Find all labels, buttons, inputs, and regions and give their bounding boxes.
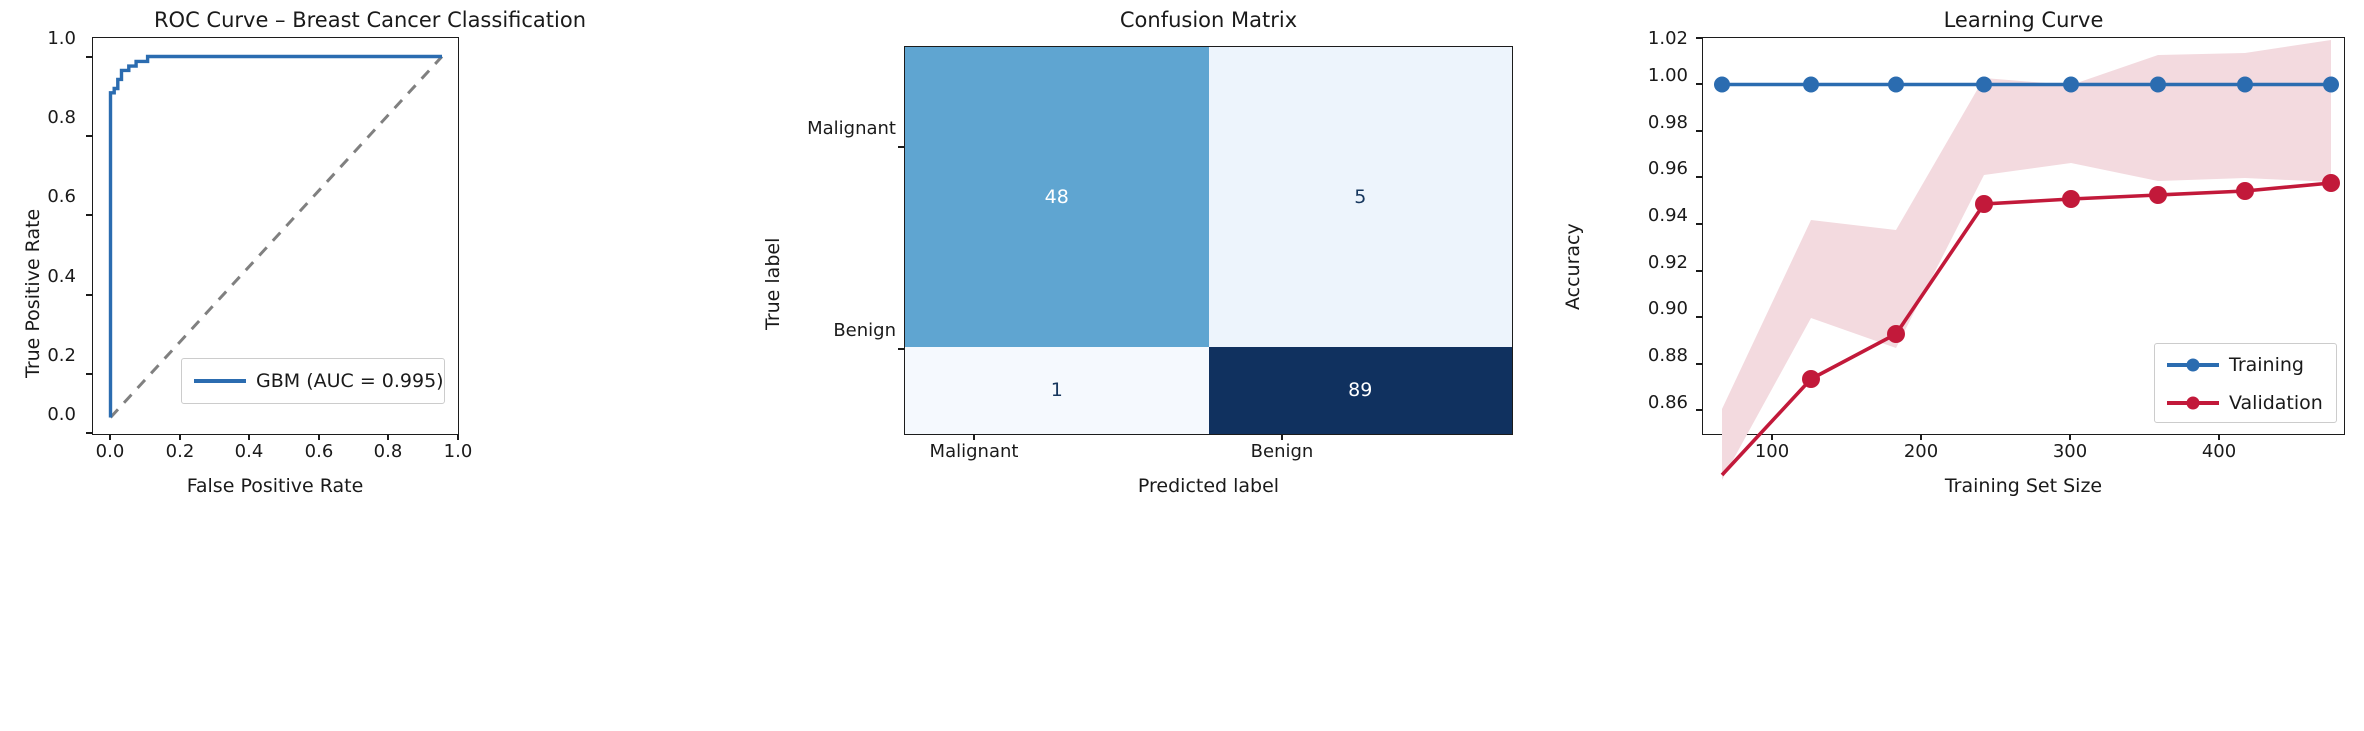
roc-ytick-3: 0.6 — [47, 186, 76, 207]
training-point — [1714, 76, 1730, 93]
roc-xtick-2: 0.2 — [165, 441, 195, 462]
learning-plot-svg — [1714, 40, 2340, 480]
roc-legend-label: GBM (AUC = 0.995) — [256, 370, 444, 392]
validation-point — [1887, 325, 1905, 343]
training-point — [2150, 76, 2166, 93]
confusion-cell-0-1[interactable]: 5 — [1208, 47, 1512, 347]
learning-legend[interactable]: Training Validation — [2154, 343, 2337, 423]
training-legend-swatch — [2167, 358, 2219, 372]
roc-x-axis-label: False Positive Rate — [186, 475, 364, 497]
learning-title: Learning Curve — [1943, 8, 2104, 32]
confusion-col-label-benign: Benign — [1250, 441, 1314, 462]
confusion-y-axis-label: True label — [762, 237, 784, 330]
learning-ytick-2: 1.00 — [1647, 65, 1688, 86]
confusion-cell-value-1-1: 89 — [1348, 379, 1373, 402]
learning-y-axis-label: Accuracy — [1562, 223, 1584, 310]
roc-xtick-4: 0.6 — [304, 441, 334, 462]
roc-plot-area: GBM (AUC = 0.995) — [92, 37, 459, 435]
roc-legend-line-swatch — [194, 379, 246, 383]
learning-ytick-7: 0.90 — [1647, 298, 1688, 319]
confusion-grid: 48 5 1 89 — [904, 46, 1513, 435]
validation-point — [1802, 370, 1820, 388]
learning-xtick-3: 300 — [2052, 441, 2088, 462]
learning-ytick-1: 1.02 — [1647, 28, 1688, 49]
validation-point — [2236, 182, 2254, 200]
confusion-col-label-malignant: Malignant — [929, 441, 1019, 462]
validation-confidence-band — [1722, 40, 2331, 480]
learning-ytick-9: 0.86 — [1647, 392, 1688, 413]
confusion-row-label-benign: Benign — [833, 320, 896, 341]
training-point — [2063, 76, 2079, 93]
roc-plot-svg — [108, 54, 444, 419]
roc-gbm-curve — [108, 54, 442, 418]
roc-xtick-3: 0.4 — [234, 441, 264, 462]
learning-ytick-8: 0.88 — [1647, 345, 1688, 366]
training-point — [1803, 76, 1819, 93]
validation-point — [2149, 186, 2167, 204]
learning-ytick-4: 0.96 — [1647, 158, 1688, 179]
training-legend-marker-icon — [2186, 358, 2200, 372]
confusion-cell-value-0-1: 5 — [1354, 185, 1367, 208]
training-point — [2237, 76, 2253, 93]
validation-point — [2322, 174, 2340, 192]
confusion-x-axis-label: Predicted label — [1137, 475, 1280, 497]
roc-ytick-6: 0.0 — [47, 404, 76, 425]
validation-legend-marker-icon — [2186, 396, 2200, 410]
training-point — [1888, 76, 1904, 93]
learning-curve-panel: Learning Curve Accuracy Training Set Siz… — [1540, 0, 2364, 731]
roc-xtick-5: 0.8 — [373, 441, 403, 462]
validation-point — [1975, 195, 1993, 213]
learning-x-axis-label: Training Set Size — [1944, 475, 2103, 497]
training-point — [1976, 76, 1992, 93]
roc-chance-diagonal — [109, 55, 444, 419]
confusion-cell-0-0[interactable]: 48 — [905, 47, 1209, 347]
roc-curve-panel: ROC Curve – Breast Cancer Classification… — [0, 0, 740, 731]
roc-ytick-5: 0.2 — [47, 345, 76, 366]
validation-line — [1720, 181, 2332, 477]
confusion-cell-1-0[interactable]: 1 — [905, 346, 1209, 434]
validation-legend-swatch — [2167, 396, 2219, 410]
roc-xtick-6: 1.0 — [443, 441, 473, 462]
confusion-title: Confusion Matrix — [1119, 8, 1298, 32]
roc-xtick-1: 0.0 — [95, 441, 125, 462]
learning-xtick-1: 100 — [1754, 441, 1790, 462]
validation-legend-label: Validation — [2229, 392, 2323, 414]
learning-ytick-6: 0.92 — [1647, 252, 1688, 273]
validation-point — [2062, 190, 2080, 208]
confusion-cell-1-1[interactable]: 89 — [1208, 346, 1512, 434]
learning-xtick-2: 200 — [1903, 441, 1939, 462]
confusion-cell-value-0-0: 48 — [1044, 185, 1069, 208]
roc-title: ROC Curve – Breast Cancer Classification — [153, 8, 587, 32]
learning-xtick-4: 400 — [2201, 441, 2237, 462]
roc-legend[interactable]: GBM (AUC = 0.995) — [181, 358, 445, 404]
confusion-cell-value-1-0: 1 — [1050, 379, 1063, 402]
roc-ytick-1: 1.0 — [47, 28, 76, 49]
training-legend-label: Training — [2229, 354, 2304, 376]
training-point — [2323, 76, 2339, 93]
confusion-row-label-malignant: Malignant — [807, 118, 896, 139]
learning-ytick-5: 0.94 — [1647, 205, 1688, 226]
roc-ytick-2: 0.8 — [47, 107, 76, 128]
learning-plot-area: Training Validation — [1702, 37, 2345, 480]
learning-legend-item-training[interactable]: Training — [2155, 346, 2336, 384]
confusion-matrix-panel: Confusion Matrix True label Predicted la… — [740, 0, 1540, 731]
learning-ytick-3: 0.98 — [1647, 112, 1688, 133]
learning-legend-item-validation[interactable]: Validation — [2155, 384, 2336, 422]
roc-ytick-4: 0.4 — [47, 266, 76, 287]
